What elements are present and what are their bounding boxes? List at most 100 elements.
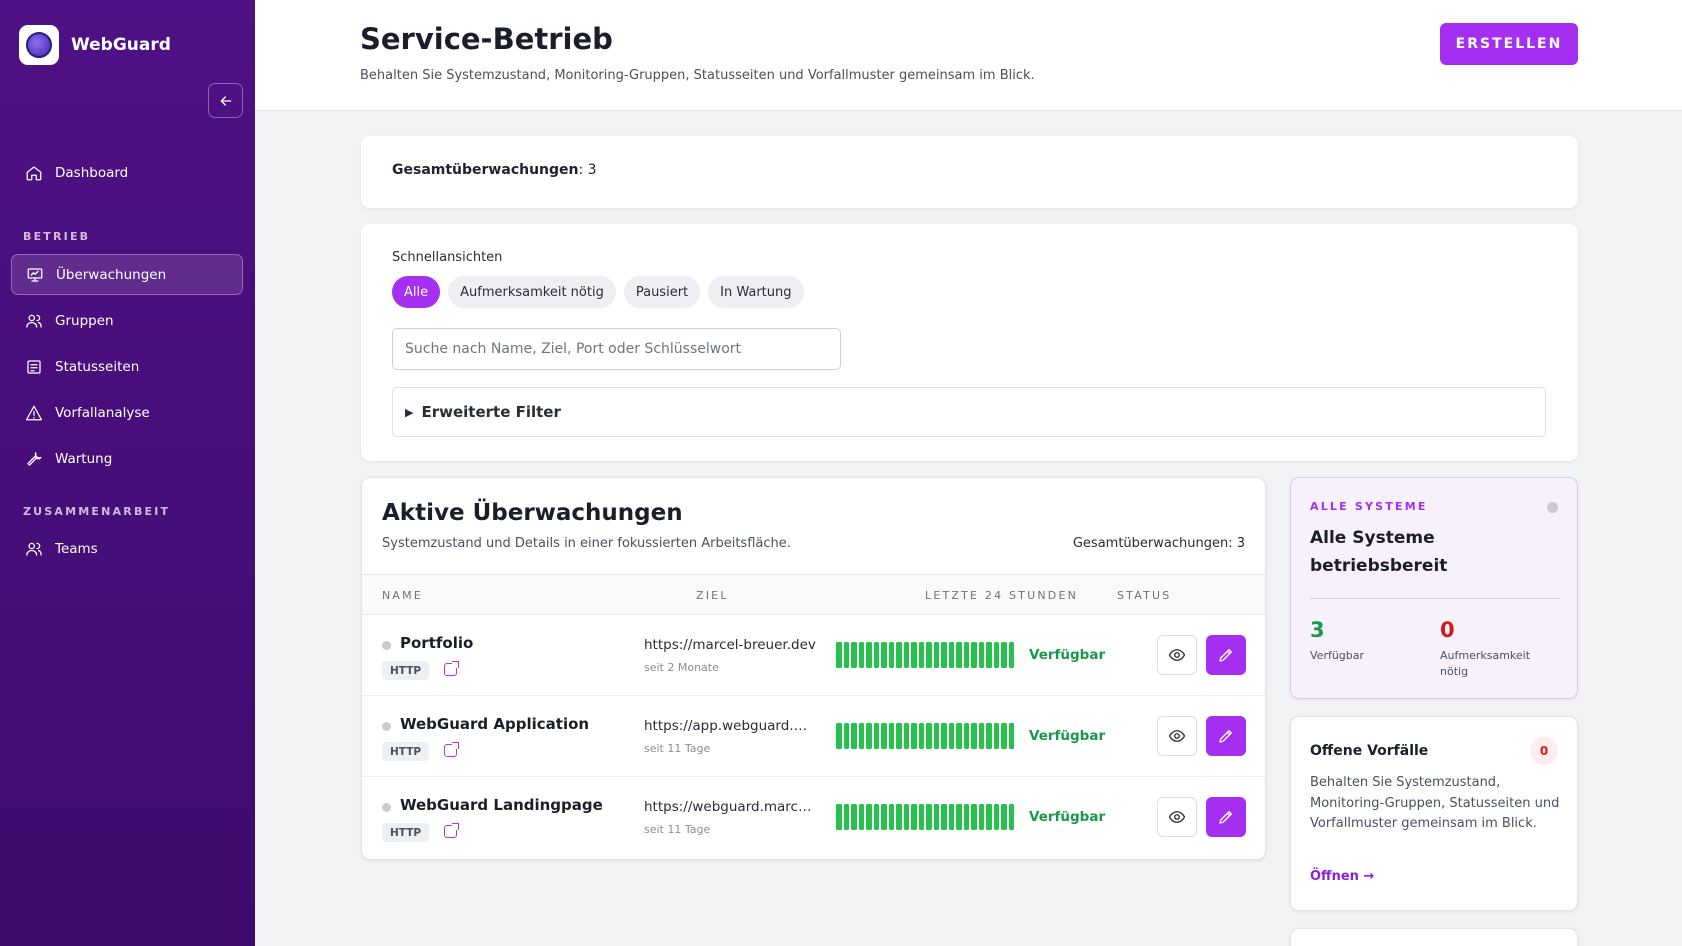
uptime-bar	[873, 642, 879, 668]
advanced-filters-toggle[interactable]: ▶ Erweiterte Filter	[392, 387, 1546, 437]
monitors-subtitle: Systemzustand und Details in einer fokus…	[382, 536, 791, 551]
external-link-icon[interactable]	[444, 742, 459, 757]
sidebar-item-dashboard[interactable]: Dashboard	[11, 152, 243, 193]
monitor-icon	[27, 267, 43, 282]
warning-icon	[25, 405, 43, 420]
sidebar: WebGuard Dashboard BETRIEB Überwachungen…	[0, 0, 255, 946]
type-badge: HTTP	[382, 823, 430, 842]
create-button[interactable]: ERSTELLEN	[1440, 23, 1578, 65]
external-link-icon[interactable]	[444, 823, 459, 838]
chip-in-wartung[interactable]: In Wartung	[708, 276, 804, 308]
chip-alle[interactable]: Alle	[392, 276, 441, 308]
uptime-bar	[836, 723, 842, 749]
column-header-24h[interactable]: LETZTE 24 STUNDEN	[925, 589, 1079, 602]
uptime-bar	[963, 723, 969, 749]
status-dot	[382, 641, 391, 650]
uptime-bar	[986, 723, 992, 749]
uptime-bar	[896, 723, 902, 749]
view-button[interactable]	[1157, 797, 1197, 837]
uptime-bar	[971, 642, 977, 668]
page-subtitle: Behalten Sie Systemzustand, Monitoring-G…	[360, 68, 1035, 83]
table-row[interactable]: Portfolio HTTP https://marcel-breuer.dev…	[362, 615, 1265, 696]
view-button[interactable]	[1157, 716, 1197, 756]
uptime-bar	[993, 723, 999, 749]
uptime-bar	[963, 642, 969, 668]
monitor-target: https://marcel-breuer.dev	[644, 637, 816, 653]
app-name: WebGuard	[71, 35, 171, 55]
summary-card: Gesamtüberwachungen: 3	[361, 136, 1578, 208]
uptime-bar	[986, 642, 992, 668]
column-header-status[interactable]: STATUS	[1117, 589, 1172, 602]
summary-value: : 3	[578, 162, 597, 178]
available-count: 3	[1310, 618, 1325, 642]
uptime-bar	[903, 723, 909, 749]
sidebar-item-vorfallanalyse[interactable]: Vorfallanalyse	[11, 392, 243, 433]
uptime-bar	[978, 804, 984, 830]
systems-eyebrow: ALLE SYSTEME	[1310, 500, 1428, 513]
edit-button[interactable]	[1206, 797, 1246, 837]
uptime-bar	[956, 642, 962, 668]
uptime-bar	[971, 804, 977, 830]
additional-card	[1290, 928, 1578, 946]
uptime-bar	[843, 642, 849, 668]
uptime-bar	[1008, 723, 1014, 749]
uptime-bar	[933, 723, 939, 749]
monitors-count: Gesamtüberwachungen: 3	[1072, 536, 1245, 551]
uptime-bar	[851, 723, 857, 749]
monitor-name[interactable]: WebGuard Application	[400, 715, 590, 733]
collapse-sidebar-button[interactable]	[208, 83, 243, 118]
search-input[interactable]	[392, 328, 841, 370]
monitor-since: seit 2 Monate	[644, 661, 719, 674]
sidebar-item-label: Gruppen	[55, 312, 114, 329]
incidents-count-badge: 0	[1530, 737, 1558, 765]
monitor-since: seit 11 Tage	[644, 823, 711, 836]
uptime-bar	[858, 642, 864, 668]
monitor-name[interactable]: WebGuard Landingpage	[400, 796, 603, 814]
uptime-bar	[843, 723, 849, 749]
wrench-icon	[27, 451, 42, 466]
brand[interactable]: WebGuard	[19, 25, 171, 65]
sidebar-item-gruppen[interactable]: Gruppen	[11, 300, 243, 341]
uptime-bar	[941, 804, 947, 830]
edit-button[interactable]	[1206, 635, 1246, 675]
incidents-title: Offene Vorfälle	[1310, 743, 1429, 759]
home-icon	[26, 165, 42, 180]
uptime-bar	[941, 642, 947, 668]
external-link-icon[interactable]	[444, 661, 459, 676]
uptime-bar	[836, 642, 842, 668]
uptime-bar	[956, 723, 962, 749]
users-icon	[26, 542, 42, 556]
summary-label: Gesamtüberwachungen	[392, 162, 579, 178]
uptime-bars	[836, 723, 1014, 749]
sidebar-item-wartung[interactable]: Wartung	[11, 438, 243, 479]
systems-title: Alle Systeme betriebsbereit	[1310, 528, 1448, 576]
uptime-bar	[1001, 723, 1007, 749]
table-row[interactable]: WebGuard Landingpage HTTP https://webgua…	[362, 777, 1265, 858]
sidebar-item-teams[interactable]: Teams	[11, 528, 243, 569]
sidebar-item-label: Vorfallanalyse	[55, 404, 150, 421]
uptime-bar	[1001, 804, 1007, 830]
uptime-bar	[858, 723, 864, 749]
column-header-name[interactable]: NAME	[382, 589, 423, 602]
type-badge: HTTP	[382, 661, 430, 680]
chip-aufmerksamkeit[interactable]: Aufmerksamkeit nötig	[448, 276, 616, 308]
uptime-bar	[903, 804, 909, 830]
status-label: Verfügbar	[1029, 647, 1106, 663]
monitor-name[interactable]: Portfolio	[400, 634, 474, 652]
caret-right-icon: ▶	[405, 405, 414, 419]
pencil-icon	[1219, 730, 1232, 743]
sidebar-item-ueberwachungen[interactable]: Überwachungen	[11, 254, 243, 295]
uptime-bar	[888, 723, 894, 749]
table-row[interactable]: WebGuard Application HTTP https://app.we…	[362, 696, 1265, 777]
uptime-bar	[963, 804, 969, 830]
sidebar-item-statusseiten[interactable]: Statusseiten	[11, 346, 243, 387]
column-header-ziel[interactable]: ZIEL	[696, 589, 729, 602]
attention-label: Aufmerksamkeit nötig	[1440, 649, 1531, 678]
uptime-bar	[873, 723, 879, 749]
uptime-bar	[986, 804, 992, 830]
edit-button[interactable]	[1206, 716, 1246, 756]
systems-status-dot	[1547, 502, 1558, 513]
chip-pausiert[interactable]: Pausiert	[623, 276, 701, 308]
incidents-open-link[interactable]: Öffnen →	[1310, 869, 1375, 884]
view-button[interactable]	[1157, 635, 1197, 675]
